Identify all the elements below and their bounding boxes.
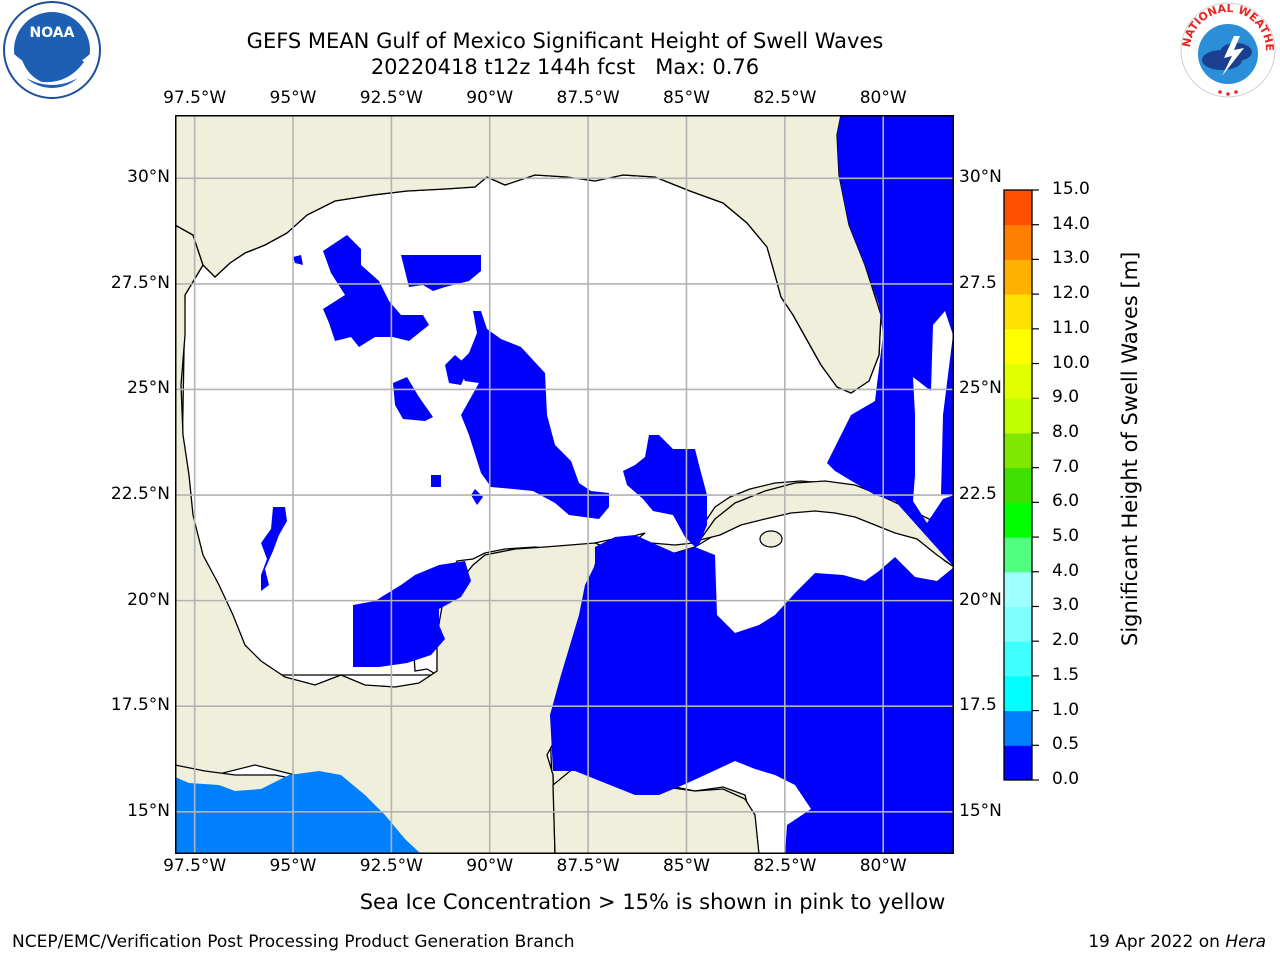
map-frame: [175, 115, 954, 854]
noaa-logo-text: NOAA: [30, 25, 75, 41]
colorbar-frame: [1003, 189, 1033, 781]
sea-ice-note: Sea Ice Concentration > 15% is shown in …: [359, 890, 946, 914]
lat-label-left: 20°N: [127, 589, 170, 610]
lon-label-top: 85°W: [662, 88, 710, 108]
lat-label-right: 25°N: [959, 378, 1002, 399]
lon-label-top: 90°W: [466, 88, 514, 108]
colorbar-band: [1004, 294, 1032, 330]
lon-label-bottom: 97.5°W: [163, 856, 227, 876]
lat-label-right: 20°N: [959, 589, 1002, 610]
colorbar-band: [1004, 606, 1032, 642]
swell-height-fill: [261, 115, 954, 854]
colorbar-band: [1004, 398, 1032, 434]
lat-label-left: 25°N: [127, 378, 170, 399]
lon-label-bottom: 82.5°W: [753, 856, 817, 876]
lat-label-right: 17.5: [959, 695, 997, 716]
map-gridlines: [175, 115, 954, 854]
colorbar-tick-label: 12.0: [1052, 283, 1090, 304]
lon-label-bottom: 87.5°W: [556, 856, 620, 876]
colorbar-tick-label: 9.0: [1052, 387, 1080, 408]
map-plot: [175, 115, 954, 854]
chart-title: GEFS MEAN Gulf of Mexico Significant Hei…: [246, 29, 884, 53]
colorbar-tick-label: 2.0: [1052, 630, 1080, 651]
colorbar-band: [1004, 224, 1032, 260]
colorbar: [1003, 189, 1039, 781]
lon-label-top: 82.5°W: [753, 88, 817, 108]
colorbar-tick-label: 8.0: [1052, 421, 1080, 442]
colorbar-tick-label: 13.0: [1052, 248, 1090, 269]
colorbar-band: [1004, 710, 1032, 746]
colorbar-tick-label: 7.0: [1052, 456, 1080, 477]
lon-label-bottom: 95°W: [269, 856, 317, 876]
lon-label-top: 80°W: [859, 88, 907, 108]
lat-label-right: 27.5: [959, 272, 997, 293]
footer-host: Hera: [1225, 932, 1266, 952]
colorbar-band: [1004, 259, 1032, 295]
colorbar-tick-label: 11.0: [1052, 317, 1090, 338]
colorbar-tick-label: 6.0: [1052, 491, 1080, 512]
nws-logo: NATIONAL WEATHER SERVICE: [1176, 0, 1276, 98]
noaa-logo: NOAA: [3, 1, 101, 99]
us-land: [175, 115, 882, 394]
colorbar-title: Significant Height of Swell Waves [m]: [1118, 251, 1142, 646]
colorbar-band: [1004, 745, 1032, 781]
colorbar-band: [1004, 537, 1032, 573]
colorbar-tick-label: 3.0: [1052, 595, 1080, 616]
lon-label-top: 95°W: [269, 88, 317, 108]
lon-label-bottom: 80°W: [859, 856, 907, 876]
lat-label-left: 30°N: [127, 167, 170, 188]
colorbar-band: [1004, 502, 1032, 538]
colorbar-band: [1004, 571, 1032, 607]
isla-juventud: [759, 530, 783, 548]
lon-label-top: 87.5°W: [556, 88, 620, 108]
colorbar-tick-label: 1.0: [1052, 699, 1080, 720]
colorbar-band: [1004, 675, 1032, 712]
lon-label-bottom: 85°W: [662, 856, 710, 876]
colorbar-tick-label: 0.0: [1052, 769, 1080, 789]
colorbar-band: [1004, 432, 1032, 469]
chart-subtitle: 20220418 t12z 144h fcst Max: 0.76: [370, 55, 760, 79]
footer-date-text: 19 Apr 2022 on: [1088, 932, 1226, 952]
lat-label-left: 17.5°N: [110, 695, 170, 716]
lon-label-bottom: 92.5°W: [359, 856, 423, 876]
lat-label-left: 22.5°N: [110, 484, 170, 505]
lon-label-top: 92.5°W: [359, 88, 423, 108]
colorbar-tick-label: 14.0: [1052, 213, 1090, 234]
colorbar-band: [1004, 467, 1032, 503]
lat-label-left: 27.5°N: [110, 272, 170, 293]
cuba-land: [698, 480, 954, 568]
lon-label-top: 97.5°W: [163, 88, 227, 108]
footer-credit: NCEP/EMC/Verification Post Processing Pr…: [12, 932, 575, 952]
lat-label-right: 22.5: [959, 484, 997, 505]
footer-date: 19 Apr 2022 on Hera: [1088, 932, 1266, 952]
colorbar-band: [1004, 363, 1032, 399]
colorbar-band: [1004, 328, 1032, 365]
colorbar-tick-label: 15.0: [1052, 179, 1090, 199]
colorbar-band: [1004, 641, 1032, 677]
colorbar-band: [1004, 190, 1032, 226]
colorbar-tick-label: 4.0: [1052, 560, 1080, 581]
colorbar-tick-label: 0.5: [1052, 734, 1080, 755]
lon-label-bottom: 90°W: [466, 856, 514, 876]
colorbar-tick-label: 5.0: [1052, 526, 1080, 547]
lat-label-right: 30°N: [959, 167, 1002, 188]
colorbar-tick-label: 1.5: [1052, 664, 1080, 685]
colorbar-tick-label: 10.0: [1052, 352, 1090, 373]
lat-label-left: 15°N: [127, 800, 170, 821]
lat-label-right: 15°N: [959, 800, 1002, 821]
